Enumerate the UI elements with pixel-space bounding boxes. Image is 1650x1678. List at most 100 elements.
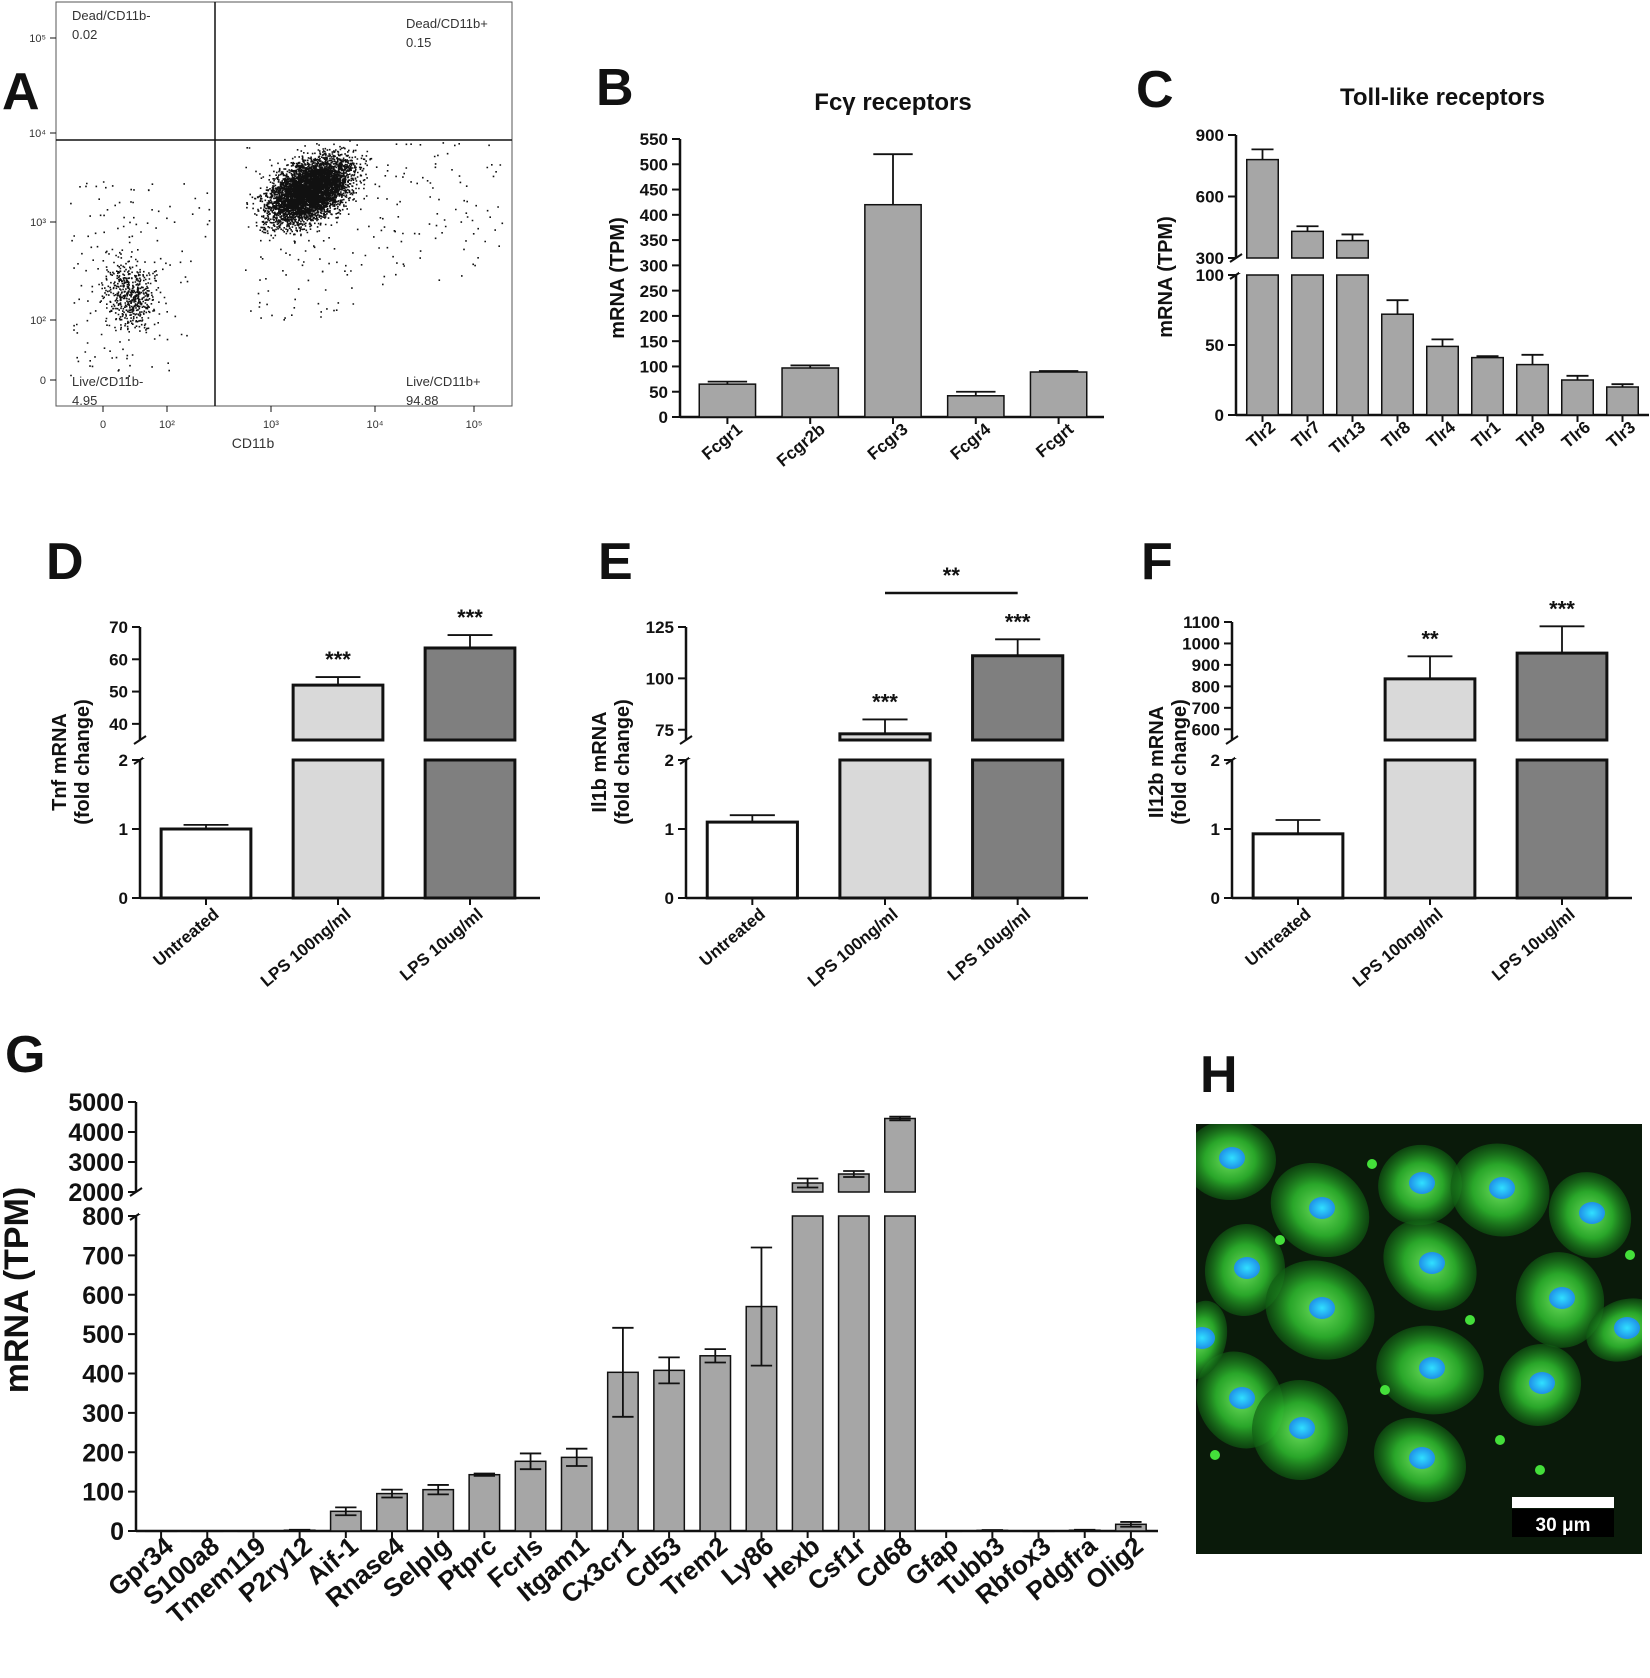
y-tick-label: 600 [1196, 188, 1224, 207]
x-tick-label: Fcgr3 [864, 420, 912, 464]
microscopy-image: 30 μm [1196, 1124, 1642, 1554]
nucleus [1309, 1197, 1335, 1219]
bar [653, 1369, 686, 1532]
bar [159, 827, 253, 900]
y-axis-label: (fold change) [612, 699, 634, 825]
nucleus [1229, 1387, 1255, 1409]
bar [864, 203, 922, 418]
y-tick-label: 0 [110, 1518, 124, 1546]
y-tick-label: 3000 [68, 1149, 124, 1177]
significance-label: *** [457, 605, 483, 630]
bar [781, 367, 840, 418]
bar [1291, 230, 1324, 259]
nucleus [1419, 1357, 1445, 1379]
y-tick-label: 600 [1192, 720, 1220, 739]
debris-dot [1210, 1450, 1220, 1460]
y-tick-label: 0 [1211, 889, 1220, 908]
y-tick-label: 250 [640, 282, 668, 301]
x-axis-label: CD11b [232, 435, 275, 451]
axis-break-mark [133, 735, 147, 745]
y-tick-label: 200 [82, 1439, 124, 1467]
bar [291, 683, 385, 742]
y-axis-label: mRNA (TPM) [607, 217, 629, 338]
x-tick-label: Tlr1 [1468, 418, 1504, 453]
chart-b: 0 50 100 150 200 250 300 350 400 450 500 550 Fcgr1 Fc… [607, 89, 1104, 471]
y-tick-label: 150 [640, 332, 668, 351]
chart-a: 0 10² 10³ 10⁴ 10⁵ 0 10² 10³ 10⁴ 10⁵ CD11b Dead/CD11… [29, 1, 513, 451]
bar [946, 395, 1005, 418]
bar [884, 1117, 916, 1193]
nucleus [1549, 1287, 1575, 1309]
y-tick-label: 1000 [1182, 635, 1220, 654]
quadrant-name: Live/CD11b- [72, 374, 143, 389]
panel-label-e: E [598, 533, 633, 591]
y-tick-label: 900 [1192, 656, 1220, 675]
y-tick-label: 300 [82, 1400, 124, 1428]
x-tick-label: Fcgr1 [698, 420, 746, 464]
bar [1515, 758, 1609, 900]
bar [514, 1460, 547, 1532]
nucleus [1529, 1372, 1555, 1394]
chart-title: Fcγ receptors [814, 89, 971, 116]
x-tick-label: 10² [159, 419, 175, 431]
y-axis-label: (fold change) [72, 699, 94, 825]
debris-dot [1495, 1435, 1505, 1445]
x-tick-label: Tlr8 [1378, 418, 1414, 453]
debris-dot [1275, 1235, 1285, 1245]
scale-bar-label-bg [1512, 1509, 1614, 1537]
y-tick-label: 200 [640, 307, 668, 326]
x-tick-label: Tlr13 [1326, 418, 1369, 459]
x-tick-label: LPS 100ng/ml [257, 905, 355, 991]
chart-e: 0 1 2 75 100 125 Untreated *** LPS 100ng/ml *** LP… [589, 563, 1088, 991]
panel-label-c: C [1136, 61, 1174, 119]
y-tick-label: 1 [119, 820, 128, 839]
y-tick-label: 70 [109, 618, 128, 637]
y-tick-label: 1 [1211, 820, 1220, 839]
y-tick-label: 10³ [30, 217, 46, 229]
bar [1383, 758, 1477, 900]
y-tick-label: 550 [640, 130, 668, 149]
y-tick-label: 10² [30, 315, 46, 327]
y-tick-label: 100 [1196, 266, 1224, 285]
y-axis-label: Il1b mRNA [589, 711, 611, 812]
y-tick-label: 800 [82, 1203, 124, 1231]
significance-label: ** [1421, 626, 1439, 651]
y-axis-label: Tnf mRNA [49, 713, 71, 811]
panel-label-b: B [596, 59, 634, 117]
bar [1516, 363, 1549, 416]
x-tick-label: Tlr3 [1603, 418, 1639, 453]
scale-bar [1512, 1497, 1614, 1508]
y-tick-label: 2 [119, 751, 128, 770]
chart-d: 0 1 2 40 50 60 70 Untreated *** LPS 100ng/ml *** LP… [49, 605, 540, 991]
x-tick-label: 10⁴ [367, 419, 384, 431]
quadrant-name: Dead/CD11b+ [406, 16, 488, 31]
bar [1246, 274, 1279, 416]
bar [1251, 832, 1345, 900]
bar [376, 1492, 408, 1532]
bar [291, 758, 385, 900]
x-tick-label: Tlr6 [1558, 418, 1594, 453]
y-tick-label: 75 [655, 721, 674, 740]
y-tick-label: 60 [109, 650, 128, 669]
axis-break-mark [1225, 735, 1239, 745]
nucleus [1489, 1177, 1515, 1199]
y-tick-label: 2 [1211, 751, 1220, 770]
panel-label-d: D [46, 533, 84, 591]
bar [1246, 158, 1279, 259]
x-tick-label: LPS 100ng/ml [804, 905, 902, 991]
y-tick-label: 300 [1196, 249, 1224, 268]
y-tick-label: 10⁵ [29, 33, 46, 45]
nucleus [1234, 1257, 1260, 1279]
bar [791, 1215, 824, 1532]
bar [468, 1473, 501, 1532]
debris-dot [1535, 1465, 1545, 1475]
y-tick-label: 0 [659, 408, 668, 427]
panel-label-g: G [5, 1026, 46, 1084]
y-tick-label: 350 [640, 231, 668, 250]
panel-label-h: H [1200, 1046, 1238, 1104]
bar [1029, 371, 1088, 418]
bar [560, 1456, 593, 1532]
significance-label: *** [1005, 609, 1031, 634]
y-tick-label: 40 [109, 715, 128, 734]
bar [423, 758, 517, 900]
